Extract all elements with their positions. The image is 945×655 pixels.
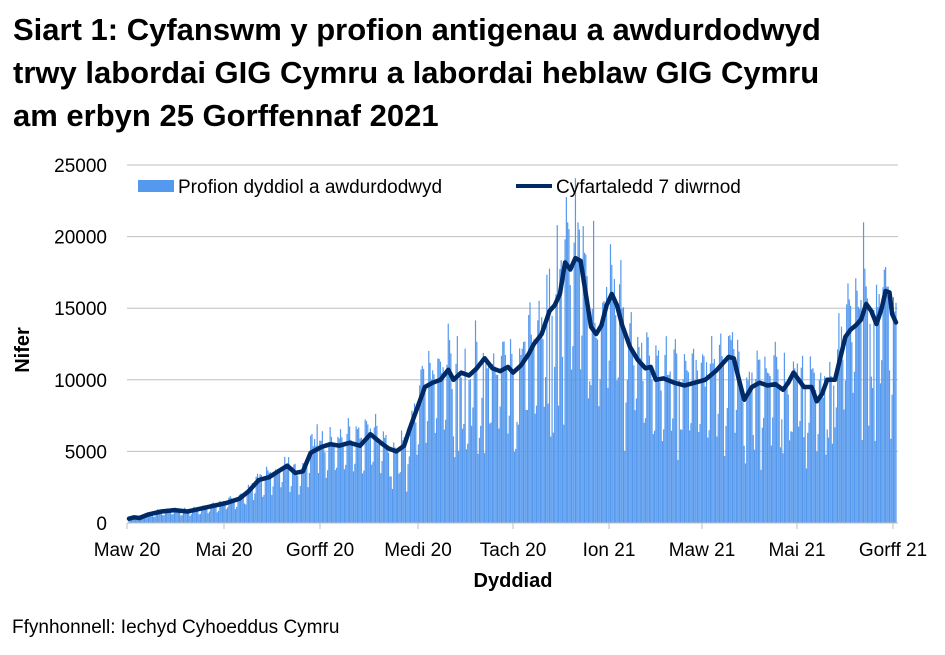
y-tick-label: 0 (96, 514, 107, 535)
title-line-1: Siart 1: Cyfanswm y profion antigenau a … (13, 12, 821, 47)
legend-bars-swatch (138, 180, 174, 192)
y-axis-title: Nifer (12, 327, 34, 373)
gridlines (127, 164, 898, 452)
x-axis-ticks: Maw 20 Mai 20 Gorff 20 Medi 20 Tach 20 Ion 21… (94, 523, 927, 561)
chart-title: Siart 1: Cyfanswm y profion antigenau a … (13, 8, 933, 137)
y-tick-label: 15000 (54, 299, 107, 320)
x-tick-label: Maw 20 (94, 540, 161, 561)
legend-bars-label: Profion dyddiol a awdurdodwyd (178, 177, 442, 198)
x-axis-title: Dyddiad (474, 570, 553, 592)
x-tick-label: Maw 21 (669, 540, 736, 561)
y-tick-label: 10000 (54, 371, 107, 392)
x-tick-label: Gorff 21 (859, 540, 927, 561)
source-note: Ffynhonnell: Iechyd Cyhoeddus Cymru (12, 617, 340, 638)
x-tick-label: Medi 20 (384, 540, 452, 561)
legend: Profion dyddiol a awdurdodwyd Cyfartaled… (138, 177, 741, 198)
x-tick-label: Tach 20 (480, 540, 547, 561)
daily-bars (128, 178, 897, 524)
x-tick-label: Mai 21 (768, 540, 825, 561)
y-axis-ticks: 0 5000 10000 15000 20000 25000 (54, 156, 107, 535)
x-tick-label: Mai 20 (195, 540, 252, 561)
x-tick-label: Gorff 20 (286, 540, 354, 561)
legend-line-label: Cyfartaledd 7 diwrnod (556, 177, 741, 198)
y-tick-label: 5000 (65, 442, 107, 463)
y-tick-label: 25000 (54, 156, 107, 177)
title-line-3: am erbyn 25 Gorffennaf 2021 (13, 98, 439, 133)
x-tick-label: Ion 21 (583, 540, 636, 561)
title-line-2: trwy labordai GIG Cymru a labordai hebla… (13, 55, 820, 90)
y-tick-label: 20000 (54, 228, 107, 249)
seven-day-average-line (126, 255, 899, 521)
